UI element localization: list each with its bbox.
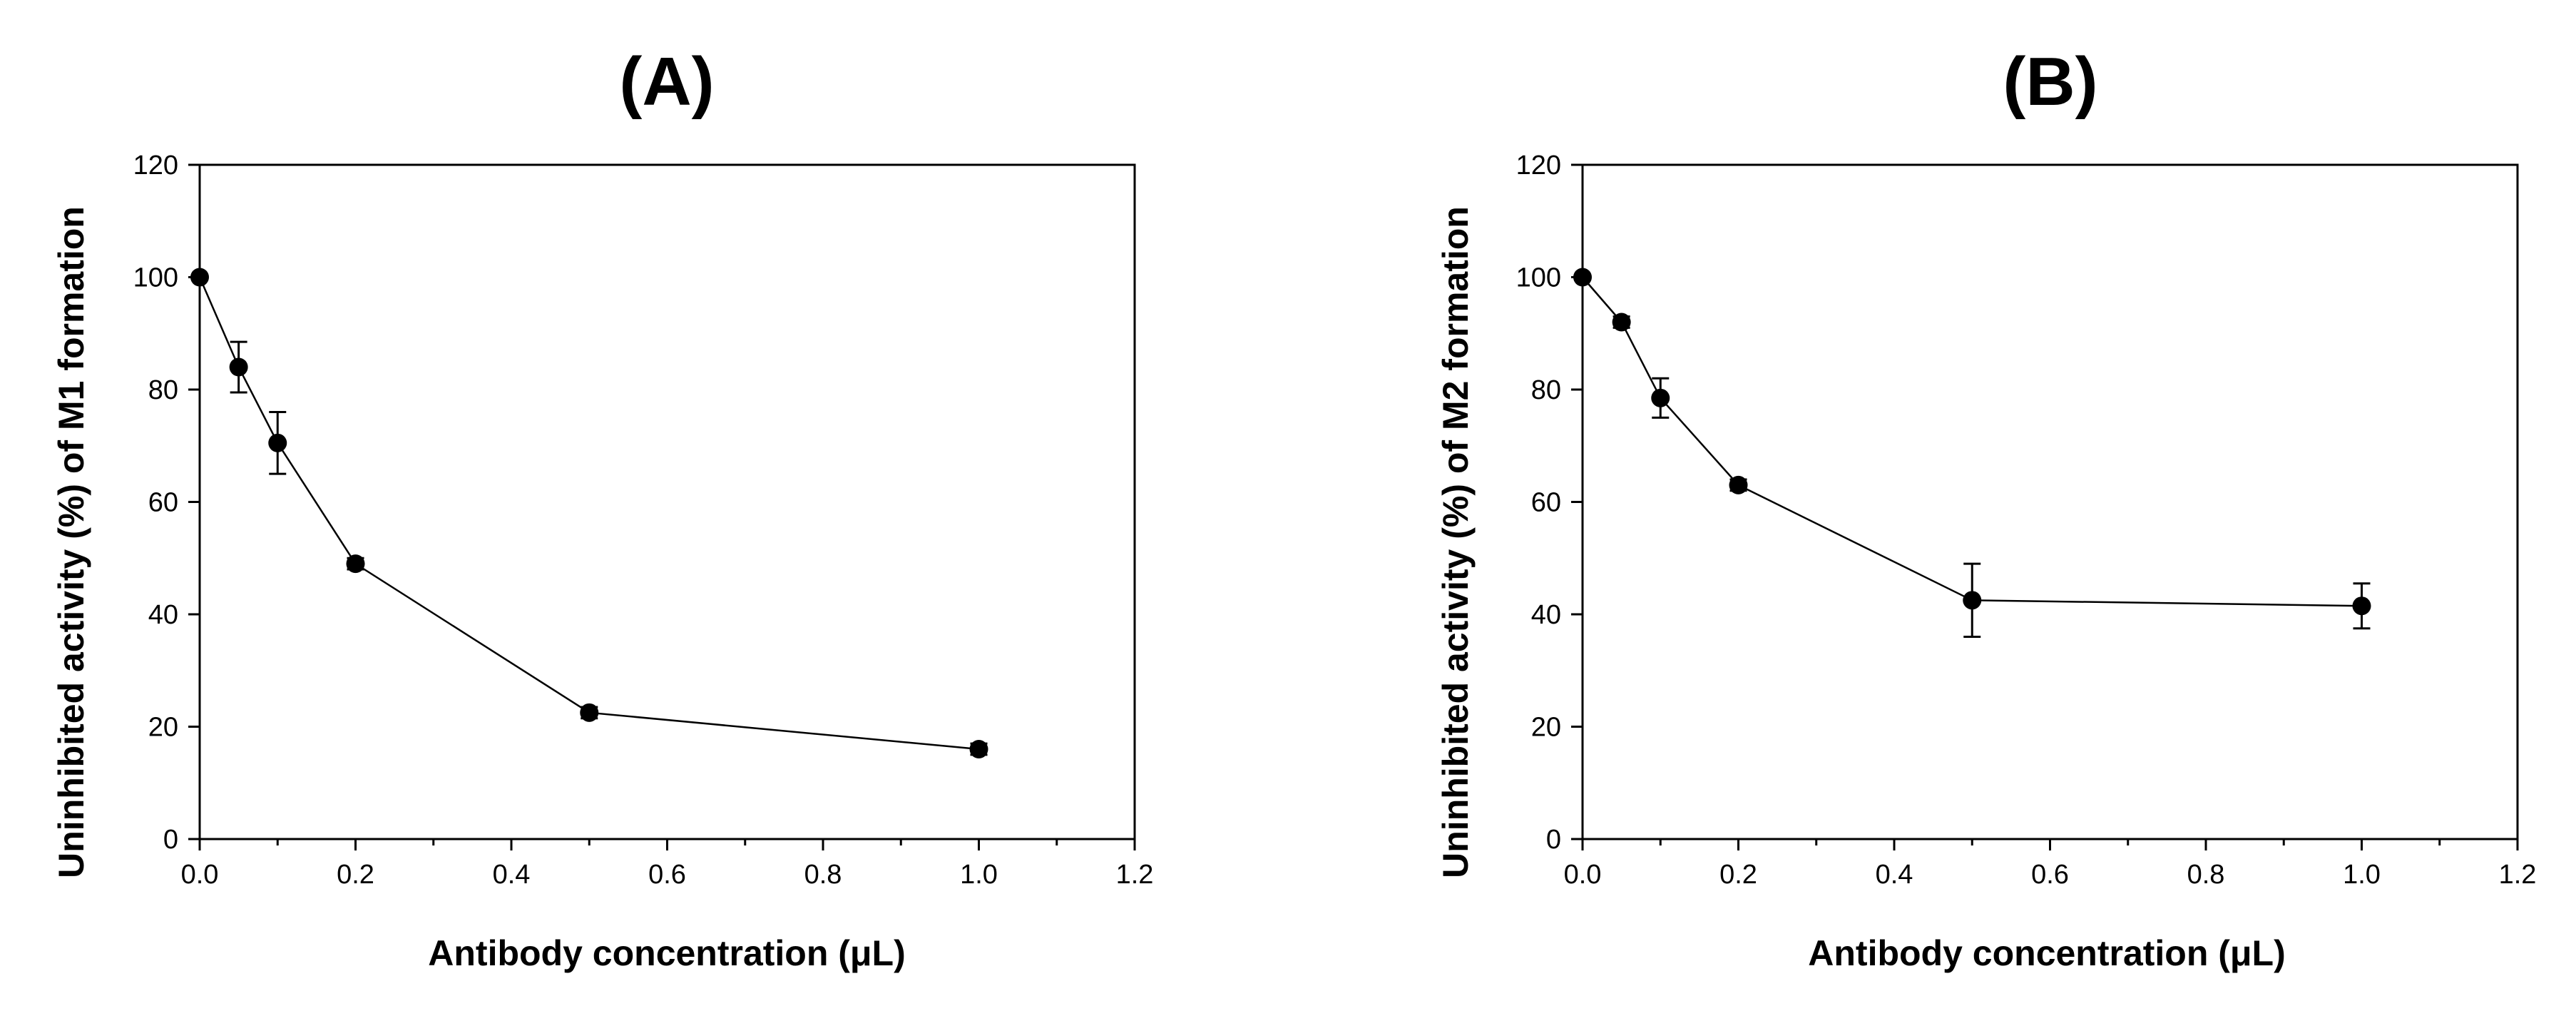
panel-b-x-tick-label: 0.8 <box>2187 860 2225 890</box>
panel-b-y-tick-label: 80 <box>1531 375 1561 405</box>
panel-b-x-tick-label: 0.6 <box>2031 860 2069 890</box>
panel-a-x-axis-label: Antibody concentration (μL) <box>428 933 905 973</box>
panel-b-y-tick-label: 40 <box>1531 600 1561 630</box>
panel-b-y-axis-label: Uninhibited activity (%) of M2 formation <box>1436 206 1476 878</box>
panel-b-x-tick-label: 0.2 <box>1719 860 1757 890</box>
panel-a-data-point <box>969 740 988 758</box>
panel-a-title: (A) <box>619 44 714 120</box>
panel-b-plot-frame <box>1581 163 2519 840</box>
panel-a-plot-frame <box>198 163 1136 840</box>
panel-b-y-tick-label: 120 <box>1516 151 1561 181</box>
panel-a-y-tick-label: 80 <box>148 375 178 405</box>
panel-b-y-tick-label: 0 <box>1546 825 1561 855</box>
panel-a-x-tick-label: 0.8 <box>804 860 842 890</box>
panel-b-x-tick-label: 0.4 <box>1876 860 1913 890</box>
panel-b-data-point <box>1573 268 1592 287</box>
panel-a-data-point <box>229 357 248 377</box>
panel-a-x-tick-label: 1.0 <box>960 860 998 890</box>
panel-b-data-point <box>2352 596 2371 616</box>
panel-a-data-point <box>580 703 599 722</box>
panel-b-x-tick-label: 1.2 <box>2499 860 2537 890</box>
panel-a-data-point <box>268 433 287 452</box>
panel-b-data-point <box>1963 591 1982 610</box>
panel-b-x-axis-label: Antibody concentration (μL) <box>1808 933 2285 973</box>
panel-a-x-tick-label: 0.4 <box>493 860 531 890</box>
panel-a-y-tick-label: 20 <box>148 713 178 743</box>
panel-b-y-tick-label: 20 <box>1531 713 1561 743</box>
panel-b-x-tick-label: 0.0 <box>1564 860 1602 890</box>
panel-a-y-tick-label: 120 <box>133 151 178 181</box>
panel-a-marks <box>190 268 988 758</box>
panel-b-marks <box>1573 268 2371 638</box>
panel-a-data-point <box>346 554 365 574</box>
panel-a-x-tick-label: 0.0 <box>181 860 219 890</box>
panel-a-y-tick-label: 0 <box>163 825 178 855</box>
panel-b: (B) Uninhibited activity (%) of M2 forma… <box>1436 44 2536 973</box>
panel-a-x-tick-label: 0.6 <box>648 860 686 890</box>
panel-a-data-point <box>190 268 209 287</box>
panel-a-y-tick-label: 40 <box>148 600 178 630</box>
panel-b-series-line <box>1582 276 2362 607</box>
panel-b-y-tick-label: 100 <box>1516 263 1561 293</box>
panel-a-y-axis-label: Uninhibited activity (%) of M1 formation <box>51 206 91 878</box>
panel-a-series-line <box>198 277 979 751</box>
panel-b-title: (B) <box>2003 44 2097 120</box>
panel-a-y-tick-label: 100 <box>133 263 178 293</box>
panel-a-y-tick-label: 60 <box>148 488 178 518</box>
panel-b-ticks: 0.0 0.2 0.4 0.6 0.8 1.0 1.2 0 20 40 60 80 100 120 <box>1516 151 2537 890</box>
panel-b-data-point <box>1729 475 1748 494</box>
panel-a-x-tick-label: 1.2 <box>1116 860 1154 890</box>
panel-a-ticks: 0.0 0.2 0.4 0.6 0.8 1.0 1.2 0 20 40 60 80 100 120 <box>133 151 1154 890</box>
panel-a: (A) Uninhibited activity (%) of M1 forma… <box>51 44 1153 973</box>
panel-b-y-tick-label: 60 <box>1531 488 1561 518</box>
panel-b-data-point <box>1612 313 1631 332</box>
panel-a-x-tick-label: 0.2 <box>337 860 374 890</box>
panel-b-x-tick-label: 1.0 <box>2343 860 2381 890</box>
panel-b-data-point <box>1651 388 1670 407</box>
